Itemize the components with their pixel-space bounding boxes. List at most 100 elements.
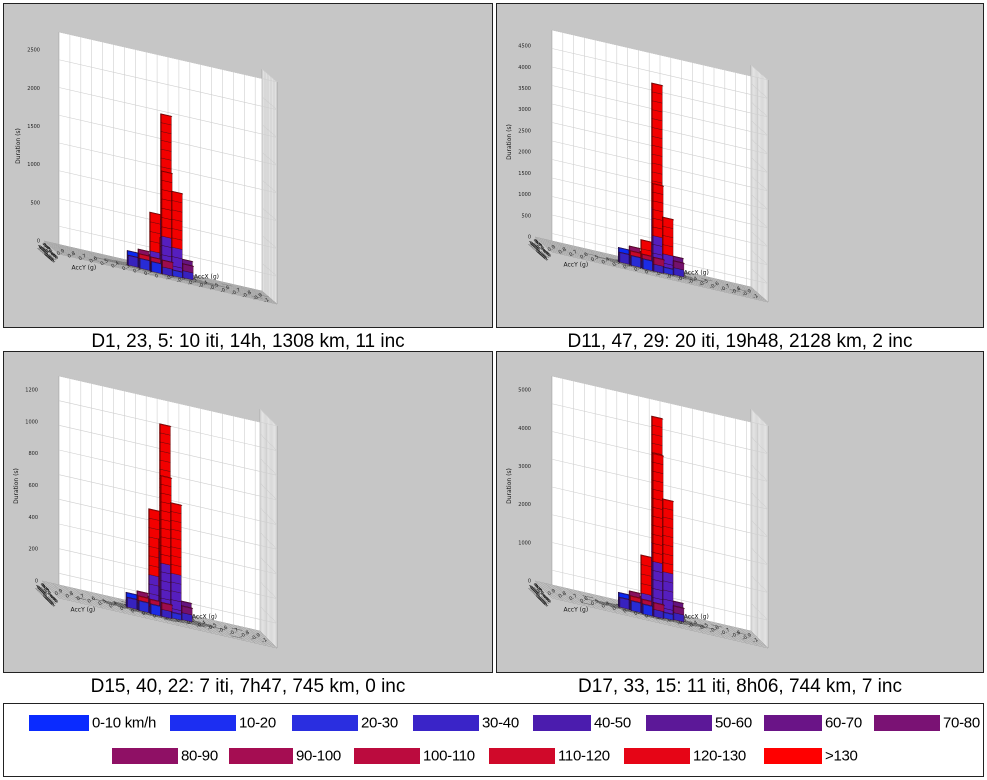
x-tick-label: 0.3 [612, 259, 622, 268]
peak-bar-face-y [159, 459, 161, 471]
x-tick-label: -0.5 [698, 278, 709, 288]
peak-bar-face-y [662, 244, 664, 255]
z-tick-label: 0 [528, 235, 531, 241]
x-axis-label: AccX (g) [684, 614, 709, 621]
y-tick-label: 0.1 [43, 592, 53, 601]
x-tick-label: -0.9 [252, 292, 263, 302]
y-tick-label: -0.2 [42, 246, 53, 257]
peak-bar-face-y [640, 563, 642, 576]
x-tick-label: 0.5 [590, 598, 600, 607]
legend-item-8: 80-90 [112, 747, 218, 769]
peak-bar-face-y [651, 433, 653, 445]
peak-bar-face-y [651, 415, 653, 427]
bar-face-y [161, 266, 163, 275]
y-tick-label: 0.9 [50, 598, 60, 607]
y-tick-label: 0.5 [46, 595, 56, 604]
y-tick-label: -1 [527, 240, 535, 248]
peak-bar-face-y [662, 562, 664, 573]
x-tick-label: 0.7 [568, 249, 578, 258]
peak-bar-top [159, 423, 172, 428]
bar-face-y [653, 256, 655, 266]
bar-top [672, 605, 686, 610]
z-tick-label: 200 [28, 547, 38, 553]
peak-bar-face-y [640, 582, 642, 595]
peak-bar-face-y [160, 536, 162, 547]
z-tick-label: 1200 [25, 388, 38, 394]
peak-bar-face-y [662, 216, 664, 228]
y-tick-label: 0.2 [537, 247, 547, 256]
legend-label: 20-30 [361, 714, 398, 732]
x-tick-label: 0.4 [601, 601, 611, 610]
x-tick-label: -0.4 [196, 620, 207, 630]
y-tick-label: -0.4 [532, 242, 543, 253]
peak-bar-face-y [651, 162, 653, 173]
x-tick-label: 0.5 [98, 598, 108, 607]
x-tick-label: 0.2 [622, 606, 632, 615]
bar-face-y [150, 260, 153, 273]
peak-bar-face-y [161, 226, 163, 237]
bars [125, 423, 194, 623]
y-tick-label: 0.3 [45, 593, 55, 602]
peak-bar-top [171, 190, 184, 195]
bar-face-y [618, 251, 621, 264]
peak-bar-face-y [159, 441, 161, 453]
bar-face-y [653, 601, 655, 611]
bar-face-y [127, 254, 129, 266]
peak-bar-top [652, 183, 665, 187]
x-tick-label: 0.6 [579, 252, 589, 261]
y-tick-label: 0.1 [44, 249, 54, 258]
z-tick-label: 1000 [518, 192, 531, 198]
y-tick-label: -0.6 [37, 585, 48, 596]
peak-bar-face-y [149, 240, 151, 252]
z-tick-label: 1000 [518, 540, 531, 546]
x-tick-label: 0.8 [558, 591, 568, 600]
peak-bar-face-y [160, 474, 162, 486]
peak-bar-face-y [652, 209, 654, 220]
x-tick-label: -0.6 [219, 285, 230, 295]
peak-bar-face-y [148, 583, 150, 595]
y-tick-label: 0.1 [536, 246, 546, 255]
chart-panel-1: 0 500 1000 1500 2000 2500 Duration (s) -1 1 -0.9 0… [3, 3, 493, 328]
x-tick-label: 0.7 [76, 593, 86, 602]
x-tick-label: -0.8 [730, 630, 741, 640]
x-tick-label: -0.6 [709, 625, 720, 635]
y-axis-label: AccY (g) [71, 607, 96, 614]
peak-bar-face-y [148, 545, 150, 557]
legend-swatch [624, 748, 690, 765]
z-tick-label: 0 [35, 579, 38, 585]
y-tick-label: -0.4 [532, 586, 543, 597]
x-tick-label: 0.6 [87, 596, 97, 605]
legend-item-9: 90-100 [229, 747, 341, 769]
legend-item-12: 120-130 [624, 747, 746, 769]
x-tick-label: 1 [45, 248, 51, 255]
peak-bar-face-y [651, 153, 653, 164]
x-tick-label: 0.1 [141, 608, 151, 617]
z-ticks: 0 500 1000 1500 2000 2500 3000 3500 4000 4500 [518, 44, 531, 241]
y-axis-label: AccY (g) [564, 607, 589, 614]
bar-face-y [161, 259, 163, 268]
peak-bar-face-y [652, 560, 654, 572]
peak-bar-face-y [161, 198, 163, 210]
z-tick-label: 0 [37, 239, 40, 245]
z-tick-label: 0 [528, 579, 531, 585]
x-tick-label: 0.1 [633, 608, 643, 617]
peak-bar-face-y [651, 126, 653, 138]
peak-bar-face-y [160, 501, 162, 512]
y-tick-label: 0.6 [540, 596, 550, 605]
y-tick-label: 0.2 [44, 592, 54, 601]
x-tick-label: 0.4 [110, 261, 120, 270]
y-tick-label: -1 [527, 584, 535, 592]
legend-swatch [29, 715, 89, 732]
z-tick-label: 2500 [518, 128, 531, 134]
legend-swatch [292, 715, 358, 732]
peak-bar-face-y [652, 235, 654, 246]
peak-bar-face-y [161, 244, 163, 256]
x-tick-label: -0.1 [655, 268, 666, 278]
legend-label: 10-20 [239, 714, 276, 732]
peak-bar-face-y [171, 228, 173, 239]
x-tick-label: 0.4 [601, 257, 611, 266]
peak-bar-face-y [662, 234, 664, 246]
legend-swatch [764, 748, 822, 765]
x-tick-label: -0.5 [209, 282, 220, 292]
y-tick-label: -0.9 [528, 582, 539, 593]
